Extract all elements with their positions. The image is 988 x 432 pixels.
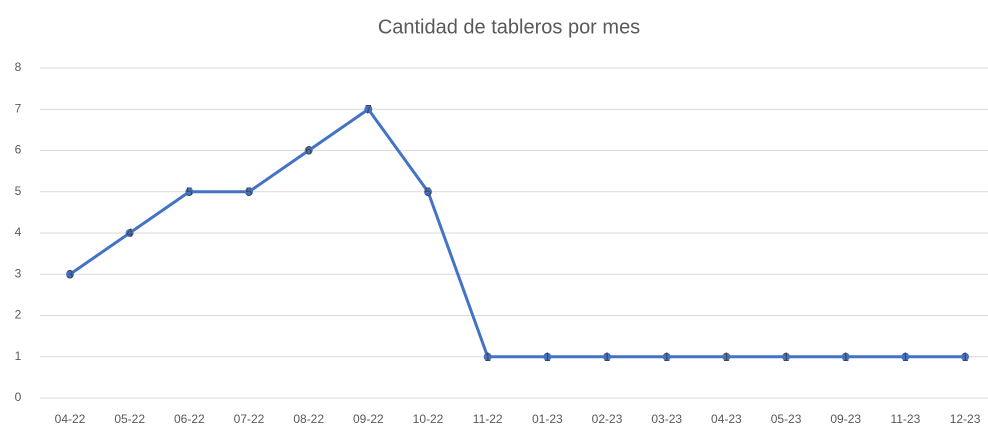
y-tick-label: 4	[15, 225, 22, 239]
x-tick-label: 12-23	[950, 412, 981, 426]
data-label: 1	[663, 350, 670, 364]
data-label: 1	[902, 350, 909, 364]
marker	[245, 187, 254, 196]
data-label: 1	[544, 350, 551, 364]
y-tick-label: 2	[15, 308, 22, 322]
marker	[662, 352, 671, 361]
series-line	[69, 107, 966, 359]
marker	[125, 229, 134, 237]
y-tick-label: 8	[15, 60, 22, 74]
data-label: 3	[67, 267, 74, 281]
x-tick-label: 08-22	[293, 412, 324, 426]
marker	[841, 352, 850, 361]
marker	[961, 352, 970, 361]
marker	[603, 352, 612, 361]
data-label: 4	[126, 226, 133, 240]
x-tick-label: 03-23	[651, 412, 682, 426]
y-tick-label: 7	[15, 101, 22, 115]
x-tick-label: 06-22	[174, 412, 205, 426]
data-label: 6	[305, 144, 312, 158]
marker	[722, 352, 731, 361]
data-label: 5	[186, 185, 193, 199]
x-tick-label: 05-23	[771, 412, 802, 426]
x-tick-label: 09-22	[353, 412, 384, 426]
x-tick-label: 04-22	[55, 412, 86, 426]
marker	[543, 352, 552, 361]
data-label: 7	[365, 102, 372, 116]
data-label: 1	[962, 350, 969, 364]
marker	[424, 187, 433, 196]
y-tick-label: 6	[15, 143, 22, 157]
marker	[364, 105, 373, 114]
y-tick-label: 5	[15, 184, 22, 198]
data-label: 1	[842, 350, 849, 364]
x-tick-label: 11-23	[890, 412, 920, 426]
x-tick-label: 10-22	[413, 412, 444, 426]
x-tick-label: 02-23	[592, 412, 623, 426]
marker	[66, 270, 74, 279]
y-tick-label: 3	[15, 266, 22, 280]
marker	[185, 187, 194, 196]
data-label: 1	[783, 350, 790, 364]
x-tick-label: 01-23	[532, 412, 563, 426]
data-label: 1	[604, 350, 611, 364]
marker	[782, 352, 791, 361]
x-tick-label: 04-23	[711, 412, 742, 426]
data-label: 5	[246, 185, 253, 199]
marker	[483, 352, 492, 361]
data-label: 5	[425, 185, 432, 199]
y-tick-label: 1	[15, 349, 22, 363]
x-tick-label: 11-22	[473, 412, 503, 426]
y-tick-label: 0	[15, 390, 22, 404]
chart-title: Cantidad de tableros por mes	[378, 16, 640, 38]
data-label: 1	[484, 350, 491, 364]
x-tick-label: 07-22	[234, 412, 265, 426]
x-tick-label: 05-22	[114, 412, 145, 426]
marker	[304, 146, 313, 155]
marker	[901, 352, 910, 361]
x-tick-label: 09-23	[830, 412, 861, 426]
data-label: 1	[723, 350, 730, 364]
